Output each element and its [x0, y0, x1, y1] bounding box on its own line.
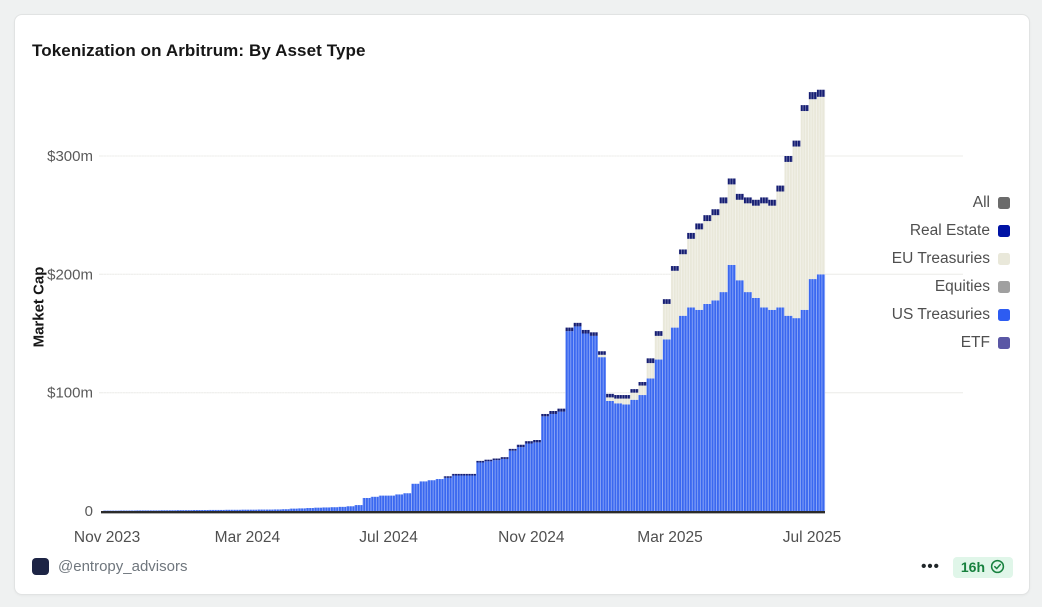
y-tick-label: $200m: [47, 266, 93, 283]
legend-swatch: [998, 197, 1010, 209]
footer-actions: ••• 16h: [921, 556, 1013, 578]
chart-title: Tokenization on Arbitrum: By Asset Type: [32, 41, 366, 60]
x-tick-label: Nov 2024: [498, 529, 565, 546]
legend-item-us-treasuries[interactable]: US Treasuries: [892, 301, 1010, 329]
overflow-menu-icon[interactable]: •••: [921, 558, 940, 575]
legend-item-equities[interactable]: Equities: [892, 273, 1010, 301]
bar-stripe-overlay: [103, 75, 825, 511]
legend-item-etf[interactable]: ETF: [892, 329, 1010, 357]
bars-layer: [103, 75, 826, 511]
legend-label: US Treasuries: [891, 306, 990, 323]
legend-item-all[interactable]: All: [892, 189, 1010, 217]
legend-label: ETF: [960, 334, 990, 351]
legend-swatch: [998, 337, 1010, 349]
author-handle[interactable]: @entropy_advisors: [58, 558, 188, 575]
legend-item-real-estate[interactable]: Real Estate: [892, 217, 1010, 245]
legend-swatch: [998, 309, 1010, 321]
x-tick-label: Jul 2024: [359, 529, 418, 546]
y-tick-label: $100m: [47, 385, 93, 402]
legend-swatch: [998, 253, 1010, 265]
entropy-logo-icon: [32, 558, 49, 575]
x-tick-label: Jul 2025: [783, 529, 842, 546]
legend-label: All: [972, 194, 990, 211]
axis-layer: Nov 2023 Mar 2024 Jul 2024 Nov 2024 Mar 2025…: [74, 511, 842, 546]
legend-item-eu-treasuries[interactable]: EU Treasuries: [892, 245, 1010, 273]
freshness-badge[interactable]: 16h: [952, 556, 1013, 578]
legend: All Real Estate EU Treasuries Equities US Tr…: [892, 189, 1010, 357]
legend-label: EU Treasuries: [891, 250, 990, 267]
x-tick-label: Nov 2023: [74, 529, 140, 546]
attribution: @entropy_advisors: [32, 558, 187, 575]
legend-swatch: [998, 281, 1010, 293]
x-tick-label: Mar 2024: [215, 529, 281, 546]
x-tick-label: Mar 2025: [637, 529, 702, 546]
y-axis-title: Market Cap: [30, 266, 48, 348]
chart-canvas: $300m $200m $100m 0 Nov 2023 Mar 2024 Jul 202…: [47, 75, 963, 546]
y-tick-label: $300m: [47, 148, 93, 165]
legend-swatch: [998, 225, 1010, 237]
legend-label: Equities: [934, 278, 990, 295]
freshness-age: 16h: [960, 558, 985, 575]
legend-label: Real Estate: [909, 222, 990, 239]
chart-card: Tokenization on Arbitrum: By Asset Type …: [14, 14, 1030, 595]
check-circle-icon: [990, 559, 1005, 574]
y-tick-label: 0: [85, 503, 93, 520]
